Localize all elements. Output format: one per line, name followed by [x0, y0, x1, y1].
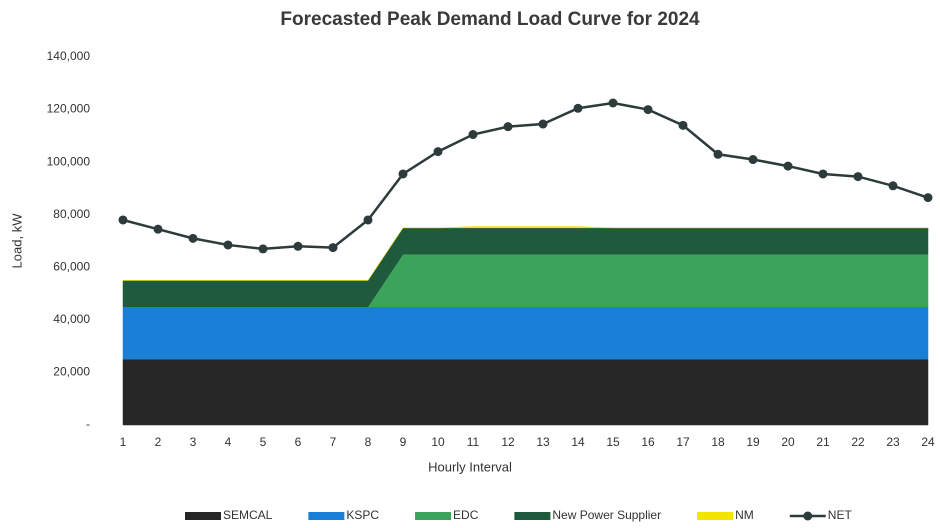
x-tick-label: 22 [851, 435, 865, 449]
y-tick-label: 60,000 [53, 259, 90, 273]
marker [713, 149, 723, 159]
x-tick-label: 20 [781, 435, 795, 449]
legend-swatch [185, 512, 221, 520]
marker [188, 233, 198, 243]
x-tick-label: 18 [711, 435, 725, 449]
x-tick-label: 3 [190, 435, 197, 449]
area [122, 306, 929, 360]
line [122, 101, 929, 251]
marker [748, 155, 758, 165]
marker [153, 224, 163, 234]
marker [608, 98, 618, 108]
marker [573, 103, 583, 113]
legend-label: SEMCAL [223, 508, 273, 522]
marker [118, 215, 128, 225]
legend-label: NET [828, 508, 853, 522]
x-tick-label: 8 [365, 435, 372, 449]
y-tick-label: 140,000 [47, 49, 91, 63]
x-axis-title: Hourly Interval [428, 459, 512, 474]
x-tick-label: 5 [260, 435, 267, 449]
x-tick-label: 12 [501, 435, 515, 449]
marker [783, 161, 793, 171]
legend-swatch [308, 512, 345, 520]
x-tick-label: 17 [676, 435, 690, 449]
x-tick-label: 19 [746, 435, 760, 449]
legend-label: KSPC [346, 508, 379, 522]
y-tick-label: 100,000 [47, 154, 91, 168]
area [122, 359, 929, 426]
x-tick-label: 11 [467, 435, 480, 449]
marker [468, 130, 478, 140]
marker [643, 105, 653, 115]
x-tick-label: 1 [120, 435, 127, 449]
y-tick-label: 80,000 [53, 207, 90, 221]
legend-marker [803, 511, 813, 521]
x-tick-label: 4 [225, 435, 232, 449]
x-tick-label: 16 [641, 435, 655, 449]
x-tick-label: 2 [155, 435, 162, 449]
x-tick-label: 10 [431, 435, 445, 449]
x-tick-label: 15 [606, 435, 620, 449]
marker [398, 169, 408, 179]
marker [818, 169, 828, 179]
x-tick-label: 21 [816, 435, 830, 449]
marker [328, 243, 338, 253]
x-tick-label: 9 [400, 435, 407, 449]
marker [363, 215, 373, 225]
marker [433, 147, 443, 157]
y-tick-label: - [86, 417, 90, 431]
y-tick-label: 20,000 [53, 365, 90, 379]
area [123, 226, 928, 281]
legend-swatch [415, 512, 452, 520]
x-tick-label: 24 [921, 435, 935, 449]
marker [923, 193, 933, 203]
x-tick-label: 13 [536, 435, 550, 449]
marker [853, 172, 863, 182]
legend: SEMCAL KSPC EDC New Power Supplier NM NET [185, 508, 852, 522]
x-tick-label: 14 [571, 435, 585, 449]
legend-swatch [697, 512, 734, 520]
marker [538, 119, 548, 129]
legend-swatch [514, 512, 551, 520]
marker [888, 181, 898, 191]
y-tick-label: 40,000 [53, 312, 90, 326]
legend-label: NM [735, 508, 754, 522]
y-axis-title: Load, kW [9, 213, 24, 269]
x-tick-label: 7 [330, 435, 337, 449]
marker [678, 120, 688, 130]
chart-title: Forecasted Peak Demand Load Curve for 20… [280, 9, 700, 30]
legend-label: EDC [453, 508, 479, 522]
marker [293, 241, 303, 251]
marker [503, 122, 513, 132]
marker [258, 244, 268, 254]
marker [223, 240, 233, 250]
x-tick-label: 6 [295, 435, 302, 449]
y-tick-label: 120,000 [47, 102, 91, 116]
x-tick-label: 23 [886, 435, 900, 449]
legend-label: New Power Supplier [552, 508, 661, 522]
areas [122, 226, 929, 426]
